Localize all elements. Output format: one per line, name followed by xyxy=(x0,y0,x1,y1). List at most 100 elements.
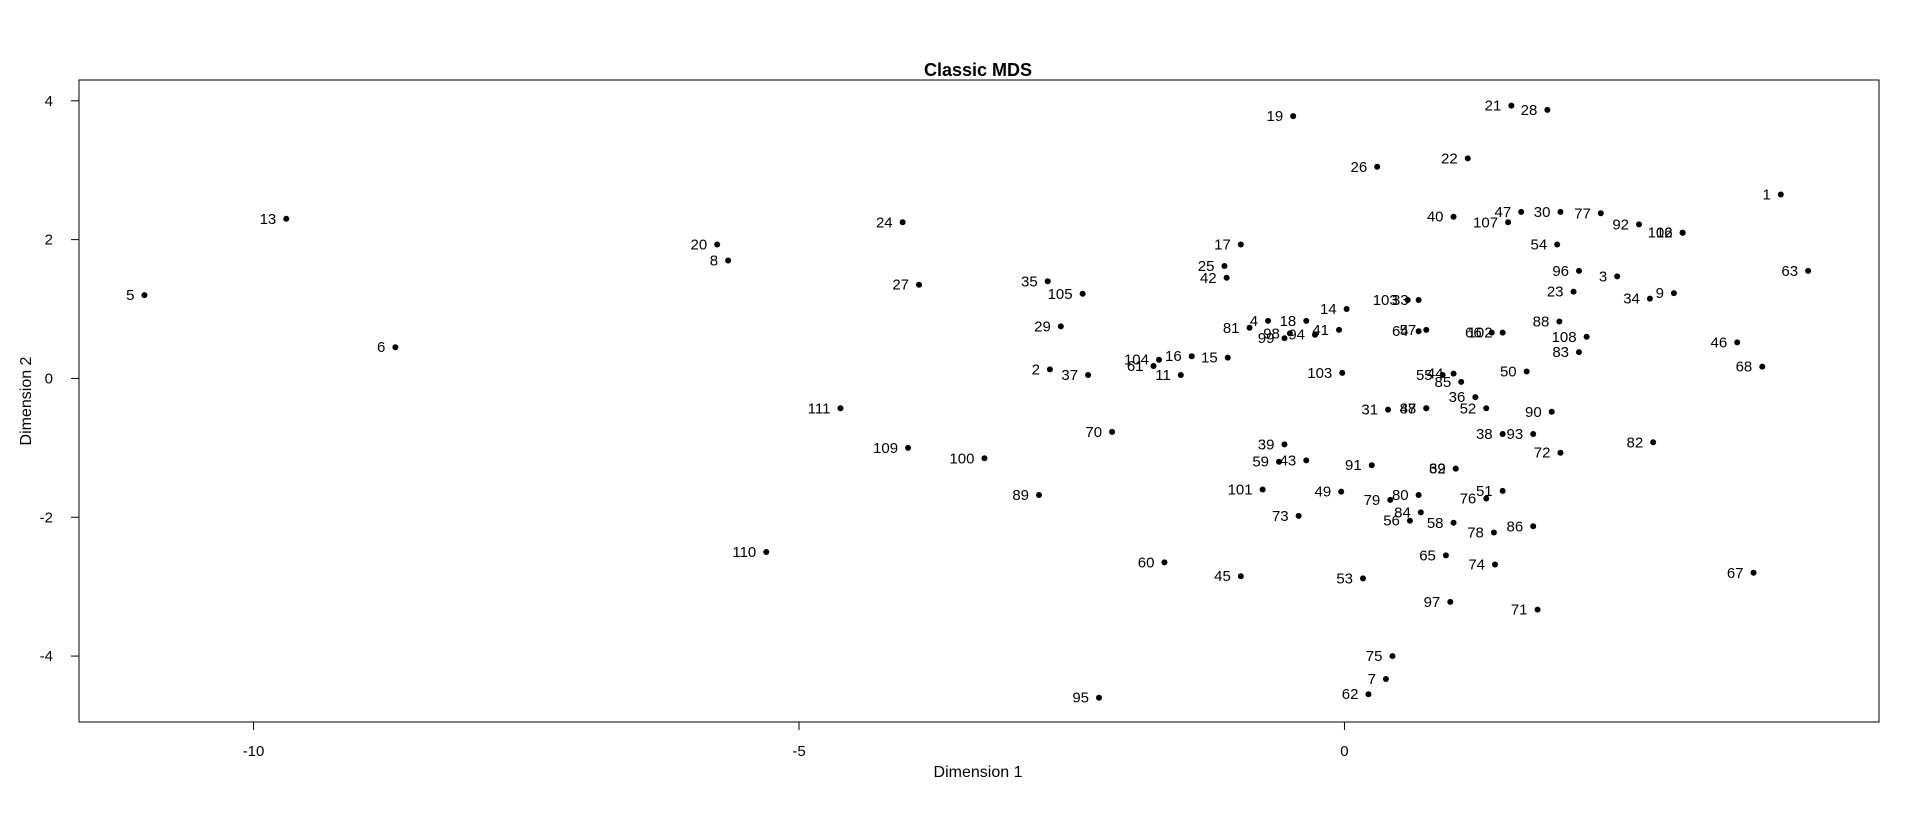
data-point-label: 24 xyxy=(876,214,893,231)
data-point xyxy=(1259,486,1266,493)
data-point xyxy=(1548,408,1555,415)
data-point xyxy=(1223,274,1230,281)
data-point-label: 51 xyxy=(1476,483,1493,500)
data-point xyxy=(1423,405,1430,412)
data-point-label: 12 xyxy=(1656,225,1673,242)
data-point xyxy=(1265,317,1272,324)
data-point-label: 46 xyxy=(1710,334,1727,351)
data-point-label: 31 xyxy=(1361,402,1378,419)
data-point-label: 71 xyxy=(1511,602,1528,619)
data-point xyxy=(1557,208,1564,215)
data-point-label: 40 xyxy=(1427,209,1444,226)
data-point-label: 26 xyxy=(1350,159,1367,176)
data-point xyxy=(1303,457,1310,464)
data-point-label: 97 xyxy=(1424,594,1441,611)
data-point-label: 29 xyxy=(1034,318,1051,335)
data-points: 1234567891112131415161718192021222324252… xyxy=(126,98,1812,707)
data-point-label: 88 xyxy=(1533,314,1550,331)
data-point xyxy=(1338,488,1345,495)
data-point-label: 77 xyxy=(1574,205,1591,222)
data-point-label: 21 xyxy=(1485,98,1502,115)
data-point-label: 47 xyxy=(1494,204,1511,221)
data-point-label: 85 xyxy=(1434,374,1451,391)
data-point xyxy=(1464,155,1471,162)
data-point xyxy=(1237,241,1244,248)
data-point-label: 57 xyxy=(1400,322,1417,339)
data-point xyxy=(1290,113,1297,120)
data-point xyxy=(1385,406,1392,413)
data-point xyxy=(1447,598,1454,605)
data-point-label: 22 xyxy=(1441,150,1458,167)
data-point xyxy=(1583,333,1590,340)
data-point xyxy=(1679,229,1686,236)
data-point-label: 74 xyxy=(1468,556,1485,573)
data-point-label: 32 xyxy=(1429,461,1446,478)
data-point xyxy=(763,548,770,555)
data-point xyxy=(1415,492,1422,499)
data-point-label: 48 xyxy=(1400,400,1417,417)
data-point-label: 2 xyxy=(1032,361,1040,378)
data-point-label: 65 xyxy=(1419,547,1436,564)
data-point xyxy=(1156,356,1162,363)
data-point xyxy=(1387,496,1394,503)
data-point xyxy=(1343,306,1350,313)
data-point-label: 89 xyxy=(1012,487,1029,504)
data-point-label: 28 xyxy=(1521,102,1538,119)
data-point-label: 18 xyxy=(1280,313,1297,330)
x-axis-label: Dimension 1 xyxy=(934,764,1023,781)
data-point xyxy=(1246,324,1253,331)
data-point xyxy=(1472,394,1479,401)
data-point-label: 95 xyxy=(1072,690,1089,707)
data-point-label: 90 xyxy=(1525,404,1542,421)
data-point xyxy=(1276,458,1282,465)
data-point-label: 59 xyxy=(1252,454,1269,471)
data-point xyxy=(981,455,988,462)
data-point xyxy=(1109,428,1116,435)
data-point-label: 72 xyxy=(1534,445,1551,462)
data-point-label: 50 xyxy=(1500,364,1517,381)
data-point-label: 60 xyxy=(1138,554,1155,571)
plot-frame xyxy=(78,79,1880,723)
chart-title: Classic MDS xyxy=(924,60,1032,80)
data-point-label: 8 xyxy=(710,252,718,269)
data-point-label: 33 xyxy=(1392,292,1409,309)
data-point-label: 104 xyxy=(1124,352,1149,369)
data-point-label: 94 xyxy=(1288,327,1305,344)
data-point xyxy=(1597,210,1604,217)
data-point xyxy=(1576,349,1582,356)
data-point xyxy=(1406,517,1413,524)
data-point-label: 66 xyxy=(1465,325,1482,342)
data-point-label: 13 xyxy=(260,211,277,228)
data-point xyxy=(1221,263,1228,270)
data-point xyxy=(1636,221,1642,228)
data-point-label: 37 xyxy=(1061,367,1078,384)
data-point xyxy=(899,219,906,226)
data-point-label: 3 xyxy=(1599,268,1607,285)
data-point-label: 102 xyxy=(1468,325,1493,342)
data-point-label: 54 xyxy=(1530,236,1547,253)
data-point xyxy=(1458,378,1465,385)
data-point xyxy=(1499,430,1506,437)
data-point xyxy=(1188,353,1195,360)
data-point-label: 73 xyxy=(1272,508,1289,525)
data-point xyxy=(1339,369,1346,376)
data-point xyxy=(1450,519,1457,526)
y-tick-label: -2 xyxy=(40,509,53,526)
data-point xyxy=(1281,441,1288,448)
data-point xyxy=(1646,295,1653,302)
data-point-label: 78 xyxy=(1467,525,1484,542)
data-point xyxy=(1281,335,1288,342)
data-point xyxy=(1650,439,1657,446)
data-point xyxy=(1452,465,1459,472)
data-point-label: 98 xyxy=(1263,325,1280,342)
data-point-label: 9 xyxy=(1656,285,1664,302)
data-point-label: 43 xyxy=(1280,452,1297,469)
data-point-label: 15 xyxy=(1201,350,1218,367)
data-point xyxy=(1670,290,1677,297)
data-point xyxy=(1404,297,1411,304)
data-point xyxy=(141,292,148,299)
data-point-label: 5 xyxy=(126,287,134,304)
data-point xyxy=(1295,512,1302,519)
data-point xyxy=(1417,509,1424,516)
data-point xyxy=(1530,430,1537,437)
